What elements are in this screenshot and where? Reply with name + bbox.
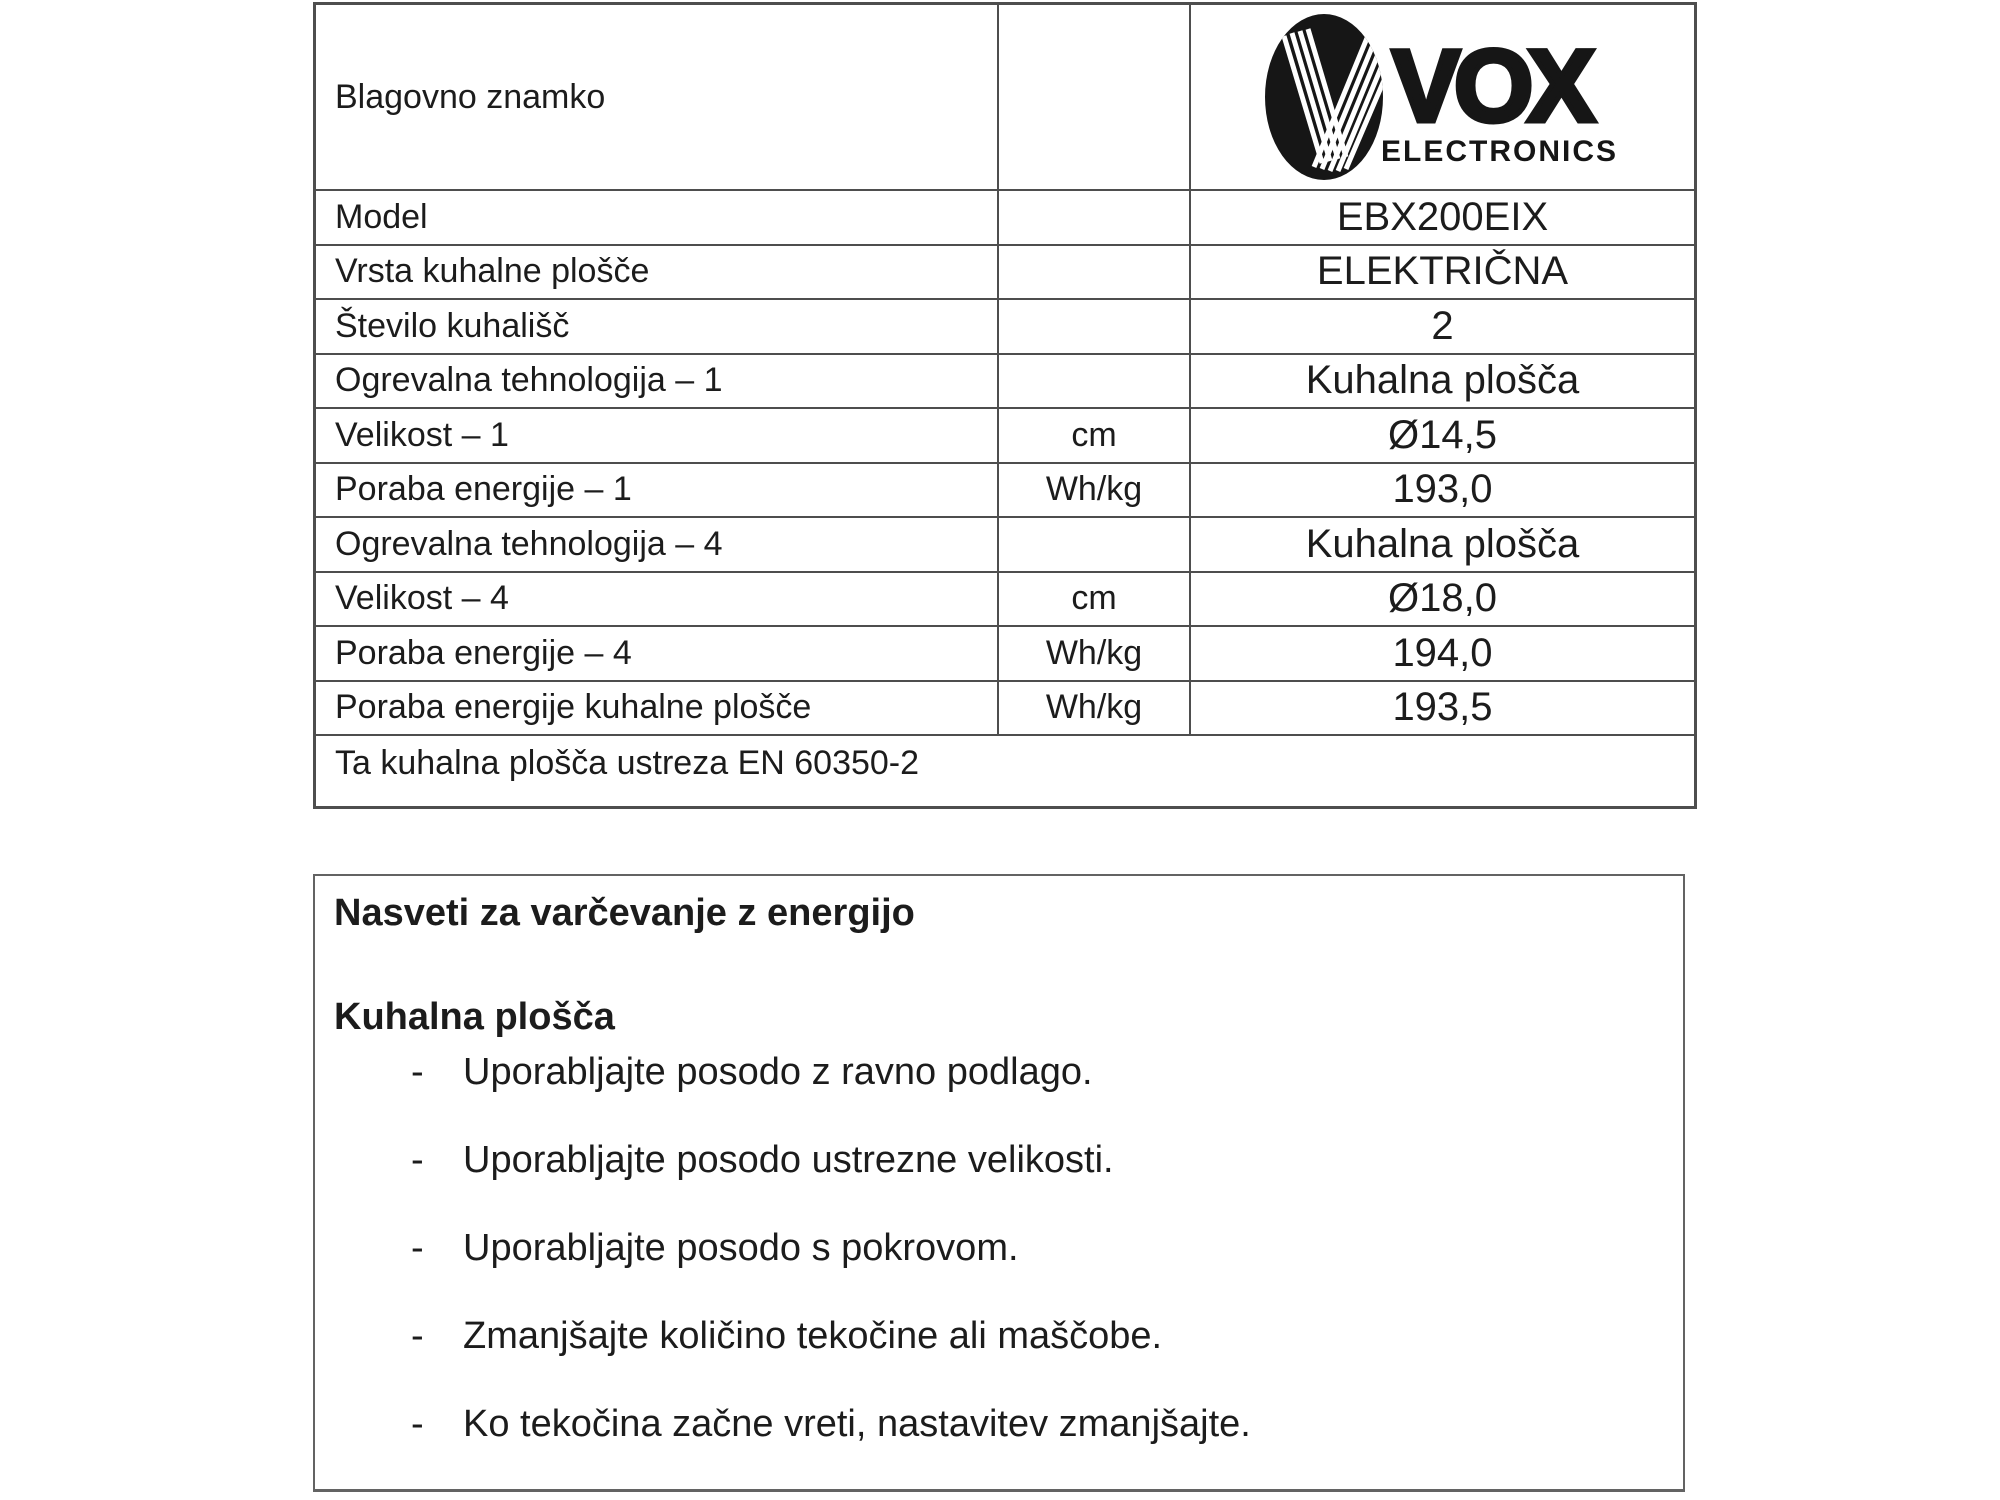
- spec-label-text: Število kuhališč: [335, 306, 570, 345]
- tip-item: - Uporabljajte posodo ustrezne velikosti…: [334, 1137, 1653, 1183]
- spec-unit: Wh/kg: [999, 627, 1191, 682]
- tip-item: - Ko tekočina začne vreti, nastavitev zm…: [334, 1401, 1653, 1447]
- spec-label-text: Poraba energije – 4: [335, 633, 632, 672]
- spec-label-text: Velikost – 4: [335, 579, 509, 618]
- tip-bullet-marker: -: [411, 1403, 424, 1445]
- spec-label-text: Poraba energije kuhalne plošče: [335, 688, 812, 727]
- spec-value-text: Ø14,5: [1388, 412, 1497, 457]
- tip-text: Uporabljajte posodo ustrezne velikosti.: [463, 1139, 1114, 1181]
- spec-unit-text: Wh/kg: [1045, 470, 1143, 509]
- spec-value-text: ELEKTRIČNA: [1316, 249, 1569, 294]
- brand-subtitle: ELECTRONICS: [1380, 135, 1617, 168]
- vox-disc-icon: [1264, 14, 1383, 180]
- tip-text: Ko tekočina začne vreti, nastavitev zman…: [463, 1403, 1251, 1445]
- spec-unit: cm: [999, 409, 1191, 464]
- tips-list: - Uporabljajte posodo z ravno podlago. -…: [334, 1049, 1653, 1447]
- spec-unit: [999, 5, 1191, 191]
- spec-value: Ø14,5: [1191, 409, 1694, 464]
- brand-name: VOX: [1392, 29, 1595, 143]
- spec-value: 194,0: [1191, 627, 1694, 682]
- tips-section-heading: Kuhalna plošča: [334, 996, 615, 1038]
- tip-text: Zmanjšajte količino tekočine ali maščobe…: [463, 1315, 1163, 1357]
- vox-logo: VOX ELECTRONICS: [1264, 14, 1617, 180]
- spec-label: Velikost – 1: [316, 409, 999, 464]
- tip-bullet-marker: -: [411, 1051, 424, 1093]
- spec-label: Ogrevalna tehnologija – 4: [316, 518, 999, 573]
- spec-label-text: Blagovno znamko: [335, 77, 606, 116]
- spec-unit: cm: [999, 572, 1191, 627]
- spec-label: Ogrevalna tehnologija – 1: [316, 354, 999, 409]
- spec-label-text: Poraba energije – 1: [335, 470, 632, 509]
- spec-value-text: 193,0: [1392, 467, 1493, 512]
- spec-unit-text: Wh/kg: [1045, 633, 1143, 672]
- tip-item: - Uporabljajte posodo s pokrovom.: [334, 1225, 1653, 1271]
- spec-unit-text: cm: [1071, 579, 1117, 618]
- spec-value-text: 194,0: [1392, 630, 1493, 675]
- tip-item: - Uporabljajte posodo z ravno podlago.: [334, 1049, 1653, 1095]
- spec-value: Kuhalna plošča: [1191, 518, 1694, 573]
- spec-value: EBX200EIX: [1191, 191, 1694, 246]
- tip-text: Uporabljajte posodo s pokrovom.: [463, 1227, 1019, 1269]
- tips-title: Nasveti za varčevanje z energijo: [334, 892, 915, 934]
- spec-value-text: 193,5: [1392, 685, 1493, 730]
- tip-bullet-marker: -: [411, 1227, 424, 1269]
- tip-bullet-marker: -: [411, 1139, 424, 1181]
- spec-label: Poraba energije – 4: [316, 627, 999, 682]
- tip-bullet-marker: -: [411, 1315, 424, 1357]
- spec-value-text: EBX200EIX: [1336, 194, 1549, 239]
- spec-unit: [999, 300, 1191, 355]
- spec-label: Model: [316, 191, 999, 246]
- spec-label: Poraba energije – 1: [316, 463, 999, 518]
- spec-value-text: 2: [1431, 303, 1454, 348]
- spec-unit: Wh/kg: [999, 681, 1191, 736]
- tip-item: - Zmanjšajte količino tekočine ali maščo…: [334, 1313, 1653, 1359]
- spec-value-text: Kuhalna plošča: [1305, 358, 1580, 403]
- spec-label: Poraba energije kuhalne plošče: [316, 681, 999, 736]
- tips-box: Nasveti za varčevanje z energijo Kuhalna…: [313, 874, 1685, 1492]
- spec-footer-note: Ta kuhalna plošča ustreza EN 60350-2: [316, 736, 1694, 806]
- tip-text: Uporabljajte posodo z ravno podlago.: [463, 1051, 1093, 1093]
- spec-value: 193,5: [1191, 682, 1694, 736]
- brand-logo-cell: VOX ELECTRONICS: [1191, 5, 1694, 191]
- spec-value: Ø18,0: [1191, 573, 1694, 627]
- spec-value-text: Kuhalna plošča: [1305, 521, 1580, 566]
- spec-value: 2: [1191, 300, 1694, 355]
- spec-value: 193,0: [1191, 464, 1694, 518]
- spec-value: ELEKTRIČNA: [1191, 246, 1694, 300]
- spec-unit: [999, 354, 1191, 409]
- spec-unit: [999, 518, 1191, 573]
- spec-label-text: Velikost – 1: [335, 415, 509, 454]
- spec-label: Število kuhališč: [316, 300, 999, 355]
- spec-unit-text: Wh/kg: [1045, 688, 1143, 727]
- spec-unit: Wh/kg: [999, 463, 1191, 518]
- spec-label: Blagovno znamko: [316, 5, 999, 191]
- spec-unit: [999, 245, 1191, 300]
- spec-label-text: Ogrevalna tehnologija – 4: [335, 524, 723, 563]
- spec-label: Vrsta kuhalne plošče: [316, 245, 999, 300]
- spec-label-text: Model: [335, 197, 428, 236]
- spec-footer-text: Ta kuhalna plošča ustreza EN 60350-2: [335, 744, 920, 782]
- spec-label: Velikost – 4: [316, 572, 999, 627]
- spec-value-text: Ø18,0: [1388, 576, 1497, 621]
- spec-value: Kuhalna plošča: [1191, 355, 1694, 409]
- spec-unit-text: cm: [1071, 415, 1117, 454]
- spec-unit: [999, 191, 1191, 246]
- spec-label-text: Ogrevalna tehnologija – 1: [335, 361, 723, 400]
- spec-label-text: Vrsta kuhalne plošče: [335, 252, 650, 291]
- spec-table: Blagovno znamko: [313, 2, 1697, 809]
